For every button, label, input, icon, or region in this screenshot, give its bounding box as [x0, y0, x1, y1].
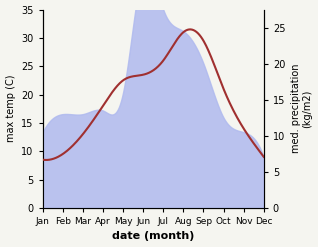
Y-axis label: med. precipitation
(kg/m2): med. precipitation (kg/m2): [291, 64, 313, 153]
X-axis label: date (month): date (month): [112, 231, 194, 242]
Y-axis label: max temp (C): max temp (C): [5, 75, 16, 143]
